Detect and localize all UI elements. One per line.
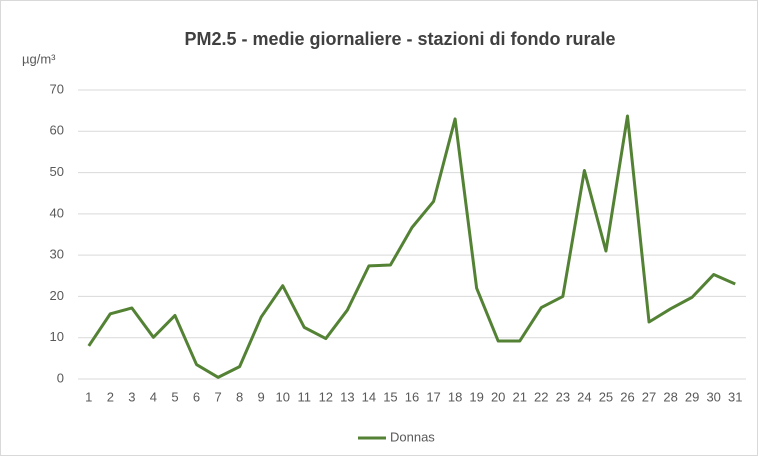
chart-title: PM2.5 - medie giornaliere - stazioni di … <box>184 29 615 49</box>
x-tick-label: 14 <box>362 389 376 404</box>
x-tick-label: 27 <box>642 389 656 404</box>
x-tick-label: 23 <box>556 389 570 404</box>
x-tick-label: 22 <box>534 389 548 404</box>
y-axis-label: µg/m³ <box>22 51 56 66</box>
x-tick-label: 24 <box>577 389 591 404</box>
x-tick-label: 12 <box>319 389 333 404</box>
x-tick-label: 8 <box>236 389 243 404</box>
x-tick-label: 13 <box>340 389 354 404</box>
y-tick-label: 40 <box>50 205 64 220</box>
legend-label: Donnas <box>390 429 435 444</box>
data-line <box>87 114 736 379</box>
x-tick-label: 9 <box>258 389 265 404</box>
x-tick-label: 15 <box>383 389 397 404</box>
y-tick-label: 70 <box>50 81 64 96</box>
x-tick-label: 18 <box>448 389 462 404</box>
x-tick-label: 3 <box>128 389 135 404</box>
x-tick-label: 30 <box>706 389 720 404</box>
x-tick-label: 20 <box>491 389 505 404</box>
x-tick-label: 25 <box>599 389 613 404</box>
x-tick-label: 10 <box>275 389 289 404</box>
x-tick-label: 6 <box>193 389 200 404</box>
x-tick-label: 28 <box>663 389 677 404</box>
y-tick-label: 0 <box>57 370 64 385</box>
x-tick-label: 11 <box>298 389 312 404</box>
x-tick-label: 7 <box>214 389 221 404</box>
x-tick-label: 1 <box>85 389 92 404</box>
x-tick-label: 5 <box>171 389 178 404</box>
x-tick-label: 31 <box>728 389 742 404</box>
y-tick-label: 30 <box>50 247 64 262</box>
x-tick-label: 26 <box>620 389 634 404</box>
x-tick-label: 17 <box>426 389 440 404</box>
x-tick-label: 16 <box>405 389 419 404</box>
x-tick-label: 29 <box>685 389 699 404</box>
x-tick-label: 21 <box>513 389 527 404</box>
y-tick-label: 20 <box>50 288 64 303</box>
y-tick-label: 50 <box>50 164 64 179</box>
y-tick-label: 60 <box>50 123 64 138</box>
x-tick-label: 19 <box>469 389 483 404</box>
x-tick-label: 4 <box>150 389 157 404</box>
y-tick-label: 10 <box>50 329 64 344</box>
x-tick-label: 2 <box>107 389 114 404</box>
